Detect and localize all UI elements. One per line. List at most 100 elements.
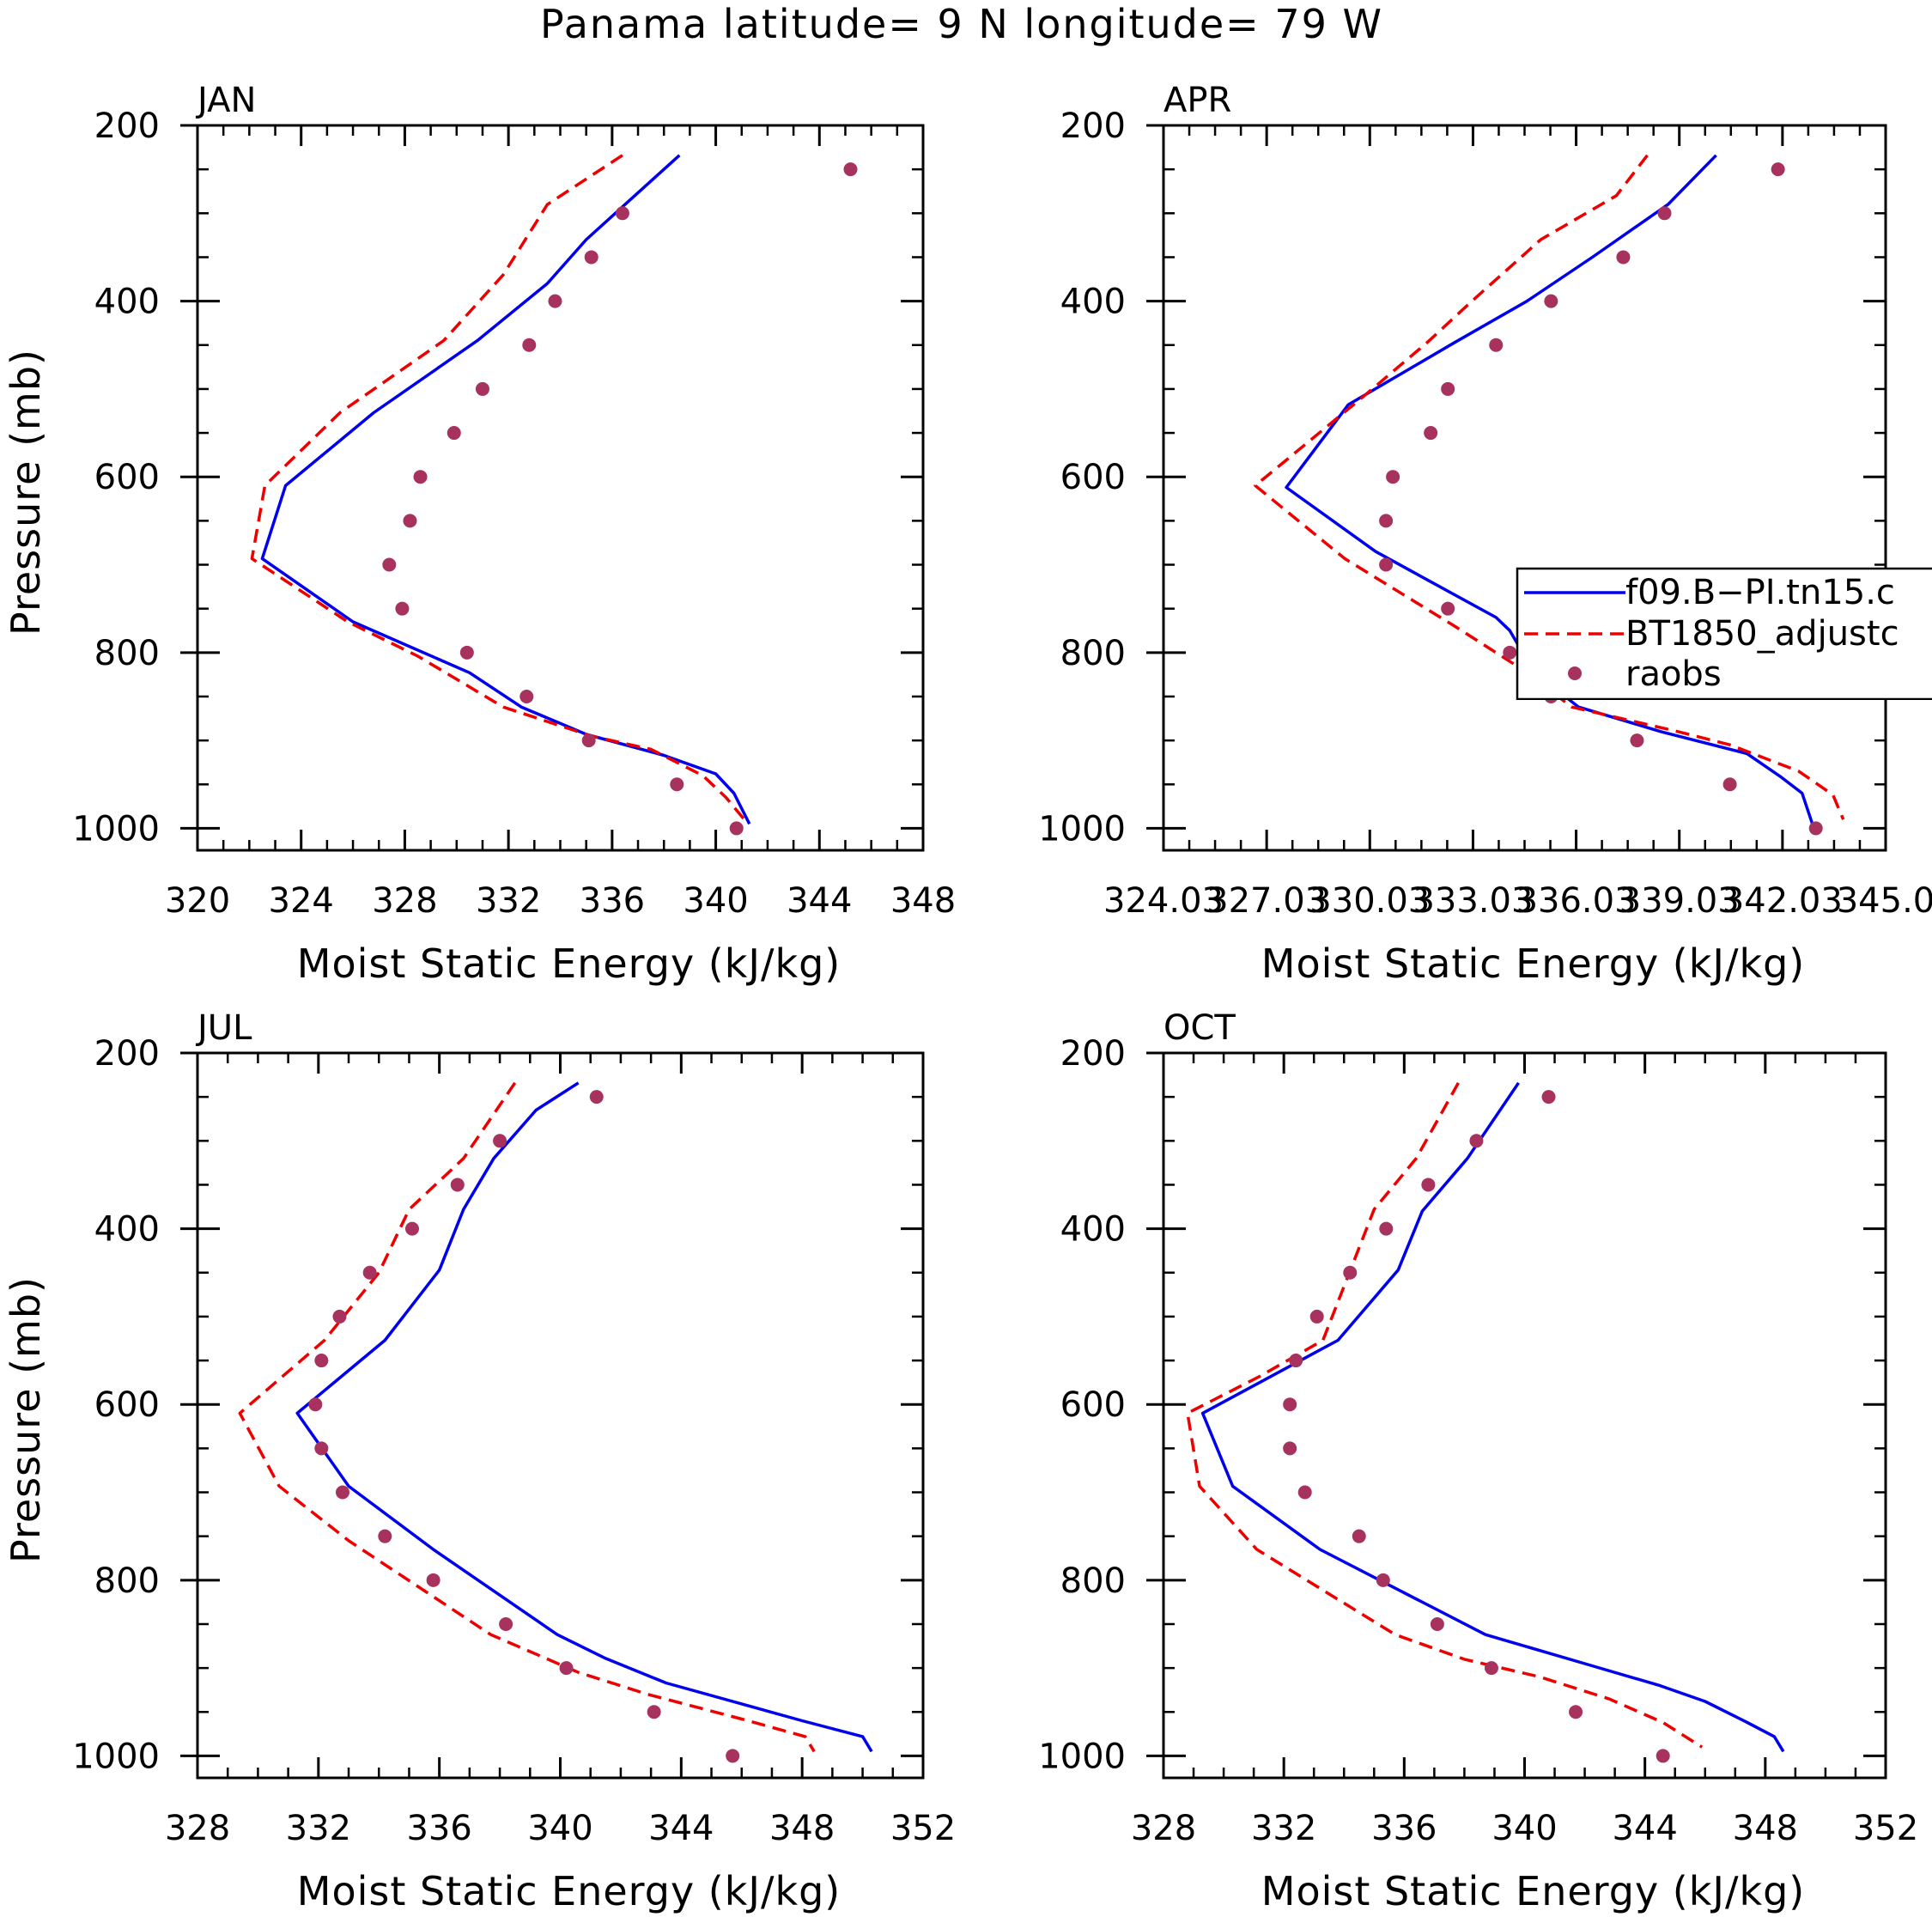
- y-tick-label: 600: [94, 458, 160, 497]
- raobs-point: [729, 821, 744, 836]
- raobs-point: [1283, 1397, 1297, 1412]
- y-tick-label: 1000: [72, 809, 160, 849]
- x-tick-label: 342.03: [1722, 881, 1843, 921]
- x-tick-label: 344: [648, 1809, 714, 1848]
- x-tick-label: 328: [165, 1809, 230, 1848]
- y-tick-label: 400: [94, 283, 160, 322]
- x-tick-label: 340: [683, 881, 748, 921]
- raobs-point: [1297, 1485, 1312, 1500]
- adjusted-line: [238, 1081, 816, 1753]
- x-tick-label: 336: [580, 881, 645, 921]
- raobs-point: [1343, 1265, 1358, 1280]
- raobs-point: [1657, 206, 1672, 221]
- raobs-point: [1283, 1441, 1297, 1456]
- y-tick-label: 1000: [1038, 809, 1126, 849]
- y-tick-label: 200: [94, 1034, 160, 1074]
- x-tick-label: 332: [476, 881, 541, 921]
- raobs-point: [308, 1397, 323, 1412]
- raobs-point: [336, 1485, 349, 1500]
- x-axis-label: Moist Static Energy (kJ/kg): [1261, 1868, 1806, 1914]
- x-tick-label: 332: [286, 1809, 351, 1848]
- y-axis-label: Pressure (mb): [3, 1276, 49, 1563]
- raobs-point: [1503, 645, 1517, 660]
- y-tick-label: 800: [94, 634, 160, 673]
- raobs-point: [493, 1134, 507, 1148]
- raobs-point: [1771, 162, 1785, 177]
- raobs-point: [1489, 338, 1504, 352]
- y-tick-label: 200: [1060, 1034, 1126, 1074]
- y-tick-label: 800: [94, 1561, 160, 1601]
- raobs-point: [1616, 250, 1631, 265]
- x-tick-label: 336: [1371, 1809, 1437, 1848]
- raobs-point: [1421, 1178, 1436, 1192]
- raobs-point: [395, 601, 410, 616]
- series-group: [250, 154, 858, 836]
- raobs-point: [1379, 514, 1394, 528]
- raobs-point: [314, 1441, 329, 1456]
- adjusted-line: [250, 154, 746, 821]
- raobs-point: [670, 777, 684, 792]
- raobs-point: [499, 1616, 513, 1631]
- series-group: [238, 1081, 873, 1763]
- x-tick-label: 352: [890, 1809, 956, 1848]
- model-line: [1200, 1081, 1785, 1753]
- y-tick-label: 200: [94, 106, 160, 146]
- raobs-point: [1289, 1354, 1303, 1368]
- raobs-point: [332, 1309, 347, 1324]
- raobs-point: [1569, 1705, 1583, 1719]
- adjusted-line: [1254, 154, 1845, 820]
- raobs-point: [615, 206, 629, 221]
- x-tick-label: 328: [372, 881, 437, 921]
- y-tick-label: 400: [1060, 283, 1126, 322]
- x-tick-label: 336.03: [1516, 881, 1637, 921]
- raobs-point: [589, 1090, 604, 1105]
- panel-jan: JAN 320 324 328 332 336 340 344 348 200 400 600 800 1…: [3, 81, 956, 987]
- raobs-point: [362, 1265, 377, 1280]
- adjusted-line: [1186, 1081, 1704, 1749]
- raobs-point: [382, 557, 397, 572]
- x-tick-label: 333.03: [1413, 881, 1533, 921]
- legend-model-label: f09.B−PI.tn15.c: [1625, 573, 1895, 612]
- x-tick-label: 336: [406, 1809, 471, 1848]
- legend-adjusted-label: BT1850_adjustc: [1625, 614, 1899, 654]
- x-tick-label: 348: [890, 881, 956, 921]
- y-tick-label: 600: [1060, 1385, 1126, 1425]
- y-tick-label: 600: [1060, 458, 1126, 497]
- y-tick-label: 800: [1060, 1561, 1126, 1601]
- y-tick-label: 1000: [72, 1737, 160, 1776]
- figure-title: Panama latitude= 9 N longitude= 79 W: [540, 1, 1383, 47]
- x-tick-label: 352: [1853, 1809, 1918, 1848]
- legend-raobs-swatch: [1568, 666, 1582, 680]
- panel-label: JAN: [195, 81, 256, 120]
- raobs-point: [1469, 1134, 1484, 1148]
- raobs-point: [1484, 1661, 1498, 1676]
- x-tick-label: 339.03: [1619, 881, 1740, 921]
- raobs-point: [584, 250, 598, 265]
- model-line: [1285, 154, 1814, 825]
- raobs-point: [647, 1705, 661, 1719]
- y-axis-label: Pressure (mb): [3, 349, 49, 636]
- raobs-point: [1376, 1573, 1390, 1587]
- legend-box: [1516, 567, 1932, 700]
- panels: JAN 320 324 328 332 336 340 344 348 200 400 600 800 1…: [3, 81, 1932, 1914]
- raobs-point: [378, 1529, 392, 1543]
- x-tick-label: 324.03: [1103, 881, 1224, 921]
- raobs-point: [519, 689, 534, 703]
- panel-label: APR: [1163, 81, 1231, 120]
- panel-jul: JUL 328 332 336 340 344 348 352 200 400 600 800 1000…: [3, 1008, 956, 1914]
- raobs-point: [1379, 557, 1394, 572]
- y-tick-label: 200: [1060, 106, 1126, 146]
- raobs-point: [843, 162, 858, 177]
- raobs-point: [1441, 381, 1455, 396]
- panel-label: OCT: [1163, 1008, 1236, 1048]
- y-tick-label: 600: [94, 1385, 160, 1425]
- x-tick-label: 327.03: [1206, 881, 1327, 921]
- series-group: [1186, 1081, 1785, 1763]
- raobs-point: [1541, 1090, 1556, 1105]
- panel-apr: APR324.03327.03330.03333.03336.03339.033…: [1038, 81, 1932, 987]
- x-tick-label: 345.0: [1837, 881, 1932, 921]
- raobs-point: [1722, 777, 1737, 792]
- x-tick-label: 340: [527, 1809, 592, 1848]
